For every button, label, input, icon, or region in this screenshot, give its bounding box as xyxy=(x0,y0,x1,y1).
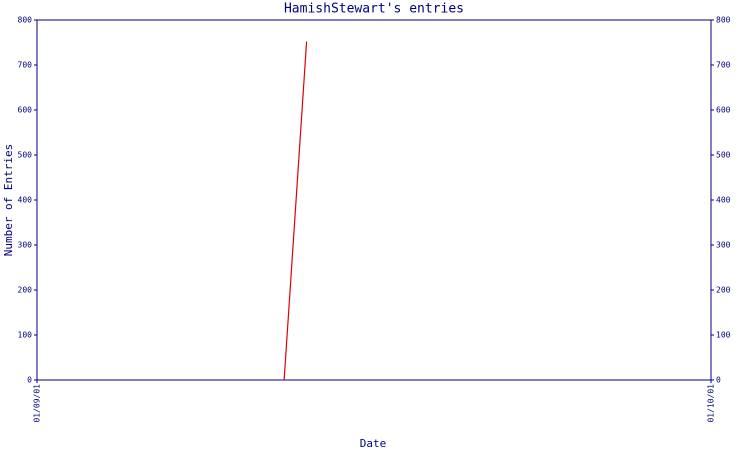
y2-tick-label: 200 xyxy=(716,286,731,295)
y2-tick-label: 800 xyxy=(716,16,731,25)
y-tick-label: 400 xyxy=(18,196,33,205)
y2-tick-label: 300 xyxy=(716,241,731,250)
chart-title: HamishStewart's entries xyxy=(284,2,464,17)
y-tick-label: 0 xyxy=(27,376,32,385)
y-tick-label: 700 xyxy=(18,61,33,70)
y2-tick-label: 0 xyxy=(716,376,721,385)
y2-tick-label: 400 xyxy=(716,196,731,205)
y2-tick-label: 500 xyxy=(716,151,731,160)
x-tick-label: 01/10/01 xyxy=(707,384,716,423)
y-tick-label: 800 xyxy=(18,16,33,25)
y-tick-label: 600 xyxy=(18,106,33,115)
y-tick-label: 500 xyxy=(18,151,33,160)
data-line xyxy=(283,41,308,381)
y-tick-label: 200 xyxy=(18,286,33,295)
x-tick-label: 01/09/01 xyxy=(33,384,42,423)
y2-tick-label: 100 xyxy=(716,331,731,340)
y-tick-label: 300 xyxy=(18,241,33,250)
x-axis-label: Date xyxy=(360,437,387,450)
y2-tick-label: 600 xyxy=(716,106,731,115)
plot-frame xyxy=(36,19,712,381)
y2-tick-label: 700 xyxy=(716,61,731,70)
y-axis-label: Number of Entries xyxy=(2,144,15,257)
y-tick-label: 100 xyxy=(18,331,33,340)
